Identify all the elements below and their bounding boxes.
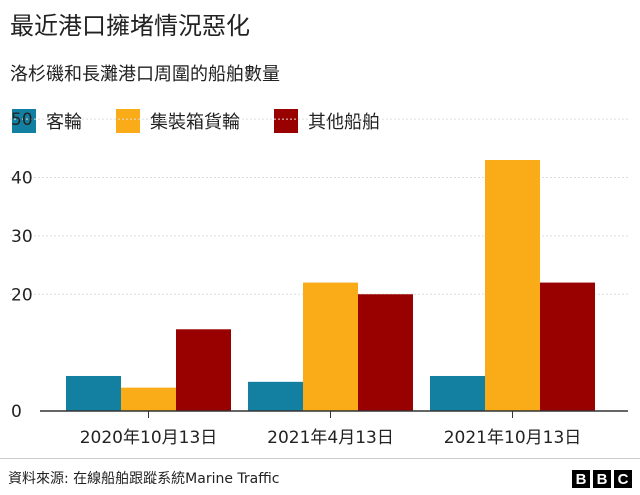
y-tick-label: 40: [11, 169, 33, 189]
legend-item-other: 其他船舶: [274, 108, 380, 134]
legend-swatch-other: [274, 109, 298, 133]
source-note: 資料來源: 在線船舶跟蹤系統Marine Traffic: [8, 471, 280, 487]
bar: [430, 375, 485, 411]
footer-divider: [0, 458, 640, 459]
x-tick-label: 2021年10月13日: [444, 428, 582, 448]
y-tick-label: 20: [11, 285, 33, 305]
bar: [358, 294, 413, 411]
bar: [248, 381, 303, 411]
legend-swatch-passenger: [12, 109, 36, 133]
bar: [66, 375, 121, 411]
x-tick-label: 2021年4月13日: [267, 428, 394, 448]
bar: [540, 282, 595, 411]
bar: [121, 387, 176, 411]
bbc-logo-letter: C: [614, 470, 632, 488]
bbc-logo-letter: B: [572, 470, 590, 488]
legend-item-container: 集裝箱貨輪: [116, 108, 240, 134]
y-tick-label: 50: [11, 110, 33, 130]
bar: [303, 282, 358, 411]
chart-subtitle: 洛杉磯和長灘港口周圍的船舶數量: [10, 64, 280, 85]
legend-swatch-container: [116, 109, 140, 133]
legend-item-passenger: 客輪: [12, 108, 82, 134]
bbc-logo-letter: B: [593, 470, 611, 488]
legend-label-passenger: 客輪: [46, 112, 82, 133]
y-tick-label: 30: [11, 227, 33, 247]
bar: [485, 160, 540, 411]
legend: 客輪 集裝箱貨輪 其他船舶: [12, 108, 414, 134]
chart-title: 最近港口擁堵情況惡化: [10, 12, 250, 40]
legend-label-other: 其他船舶: [308, 112, 380, 133]
y-tick-label: 0: [11, 402, 22, 422]
bbc-logo: B B C: [569, 470, 632, 488]
legend-label-container: 集裝箱貨輪: [150, 112, 240, 133]
x-tick-label: 2020年10月13日: [80, 428, 218, 448]
bar: [176, 329, 231, 411]
bar-chart: 0 20 30 40 50 2020年10月13日 2021年4月13日 2021年10月13…: [10, 110, 628, 448]
